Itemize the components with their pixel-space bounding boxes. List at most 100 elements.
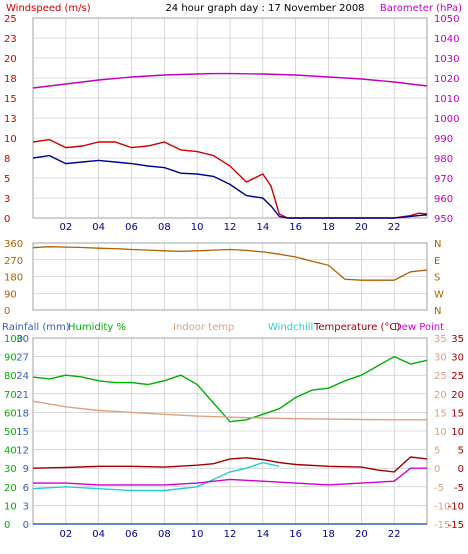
series-line — [32, 456, 428, 473]
hour-tick-label: 18 — [322, 529, 335, 540]
windspeed-tick-label: 10 — [4, 134, 17, 145]
humidity-tick-label: 50 — [4, 427, 17, 438]
rainfall-tick-label: 9 — [23, 464, 29, 475]
barometer-tick-label: 960 — [434, 194, 453, 205]
temperature-tick-label: 10 — [451, 427, 464, 438]
humidity-tick-label: 10 — [4, 501, 17, 512]
compass-tick-label: E — [434, 256, 440, 267]
indoor-temp-tick-label: 5 — [434, 446, 440, 457]
rainfall-tick-label: 30 — [16, 334, 29, 345]
rainfall-tick-label: 27 — [16, 353, 29, 364]
humidity-tick-label: 80 — [4, 371, 17, 382]
hour-tick-label: 04 — [92, 529, 105, 540]
chart-title: 24 hour graph day : 17 November 2008 — [165, 3, 364, 14]
temperature-tick-label: 0 — [458, 464, 464, 475]
barometer-tick-label: 1040 — [434, 34, 459, 45]
humidity-tick-label: 40 — [4, 446, 17, 457]
hour-tick-label: 08 — [158, 529, 171, 540]
humidity-tick-label: 90 — [4, 353, 17, 364]
legend-rainfall: Rainfall (mm) — [2, 322, 70, 333]
average-line — [32, 154, 428, 219]
direction-line — [32, 246, 428, 281]
hour-tick-label: 12 — [224, 222, 237, 233]
windspeed-axis-title: Windspeed (m/s) — [6, 3, 91, 14]
compass-tick-label: N — [434, 306, 441, 317]
compass-tick-label: N — [434, 239, 441, 250]
barometer-tick-label: 1030 — [434, 54, 459, 65]
rainfall-tick-label: 3 — [23, 501, 29, 512]
legend-humidity: Humidity % — [68, 322, 126, 333]
indoor-temp-tick-label: -5 — [434, 483, 444, 494]
indoor-temp-tick-label: -10 — [434, 501, 450, 512]
hour-tick-label: 02 — [59, 529, 72, 540]
temperature-humidity-panel: 0102030405060708090100036912151821242730… — [4, 334, 464, 540]
barometer-tick-label: 1000 — [434, 114, 459, 125]
hour-tick-label: 22 — [388, 529, 401, 540]
hour-tick-label: 20 — [355, 222, 368, 233]
hour-tick-label: 16 — [289, 222, 302, 233]
barometer-tick-label: 1010 — [434, 94, 459, 105]
compass-tick-label: W — [434, 289, 444, 300]
windspeed-tick-label: 5 — [4, 174, 10, 185]
direction-tick-label: 360 — [4, 239, 23, 250]
temperature-tick-label: 15 — [451, 408, 464, 419]
direction-tick-label: 0 — [4, 306, 10, 317]
legend-temperature: Temperature (°C) — [313, 322, 400, 333]
indoor-temp-tick-label: 30 — [434, 353, 447, 364]
windspeed-tick-label: 20 — [4, 54, 17, 65]
windspeed-tick-label: 15 — [4, 94, 17, 105]
windspeed-tick-label: 13 — [4, 114, 17, 125]
windspeed-tick-label: 18 — [4, 74, 17, 85]
indoor-temp-tick-label: 15 — [434, 408, 447, 419]
rainfall-tick-label: 15 — [16, 427, 29, 438]
legend-dew-point: Dew Point — [394, 322, 444, 333]
temperature-tick-label: -10 — [448, 501, 464, 512]
indoor-temp-tick-label: 10 — [434, 427, 447, 438]
hour-tick-label: 10 — [191, 222, 204, 233]
windspeed-tick-label: 3 — [4, 194, 10, 205]
hour-tick-label: 12 — [224, 529, 237, 540]
direction-tick-label: 90 — [4, 289, 17, 300]
hour-tick-label: 20 — [355, 529, 368, 540]
temperature-tick-label: 30 — [451, 353, 464, 364]
humidity-tick-label: 60 — [4, 408, 17, 419]
barometer-axis-title: Barometer (hPa) — [380, 3, 462, 14]
hour-tick-label: 04 — [92, 222, 105, 233]
windspeed-tick-label: 23 — [4, 34, 17, 45]
direction-tick-label: 180 — [4, 273, 23, 284]
indoor-temp-tick-label: -15 — [434, 520, 450, 531]
barometer-tick-label: 1020 — [434, 74, 459, 85]
windspeed-tick-label: 0 — [4, 214, 10, 225]
rainfall-tick-label: 0 — [23, 520, 29, 531]
temperature-tick-label: 25 — [451, 371, 464, 382]
rainfall-tick-label: 18 — [16, 408, 29, 419]
rainfall-tick-label: 6 — [23, 483, 29, 494]
temperature-tick-label: 35 — [451, 334, 464, 345]
barometer-line — [32, 72, 428, 89]
indoor-temp-tick-label: 35 — [434, 334, 447, 345]
series-line — [32, 355, 428, 423]
rainfall-tick-label: 21 — [16, 390, 29, 401]
series-line — [33, 467, 427, 486]
hour-tick-label: 10 — [191, 529, 204, 540]
temperature-tick-label: 20 — [451, 390, 464, 401]
windspeed-tick-label: 8 — [4, 154, 10, 165]
series-line — [32, 461, 280, 492]
temperature-tick-label: -5 — [454, 483, 464, 494]
hour-tick-label: 08 — [158, 222, 171, 233]
direction-tick-label: 270 — [4, 256, 23, 267]
indoor-temp-tick-label: 25 — [434, 371, 447, 382]
temperature-tick-label: -15 — [448, 520, 464, 531]
indoor-temp-tick-label: 0 — [434, 464, 440, 475]
indoor-temp-tick-label: 20 — [434, 390, 447, 401]
hour-tick-label: 06 — [125, 222, 138, 233]
humidity-tick-label: 100 — [4, 334, 23, 345]
barometer-tick-label: 990 — [434, 134, 453, 145]
hour-tick-label: 16 — [289, 529, 302, 540]
humidity-tick-label: 0 — [4, 520, 10, 531]
series-line — [32, 400, 427, 421]
windspeed-tick-label: 25 — [4, 14, 17, 25]
humidity-tick-label: 70 — [4, 390, 17, 401]
